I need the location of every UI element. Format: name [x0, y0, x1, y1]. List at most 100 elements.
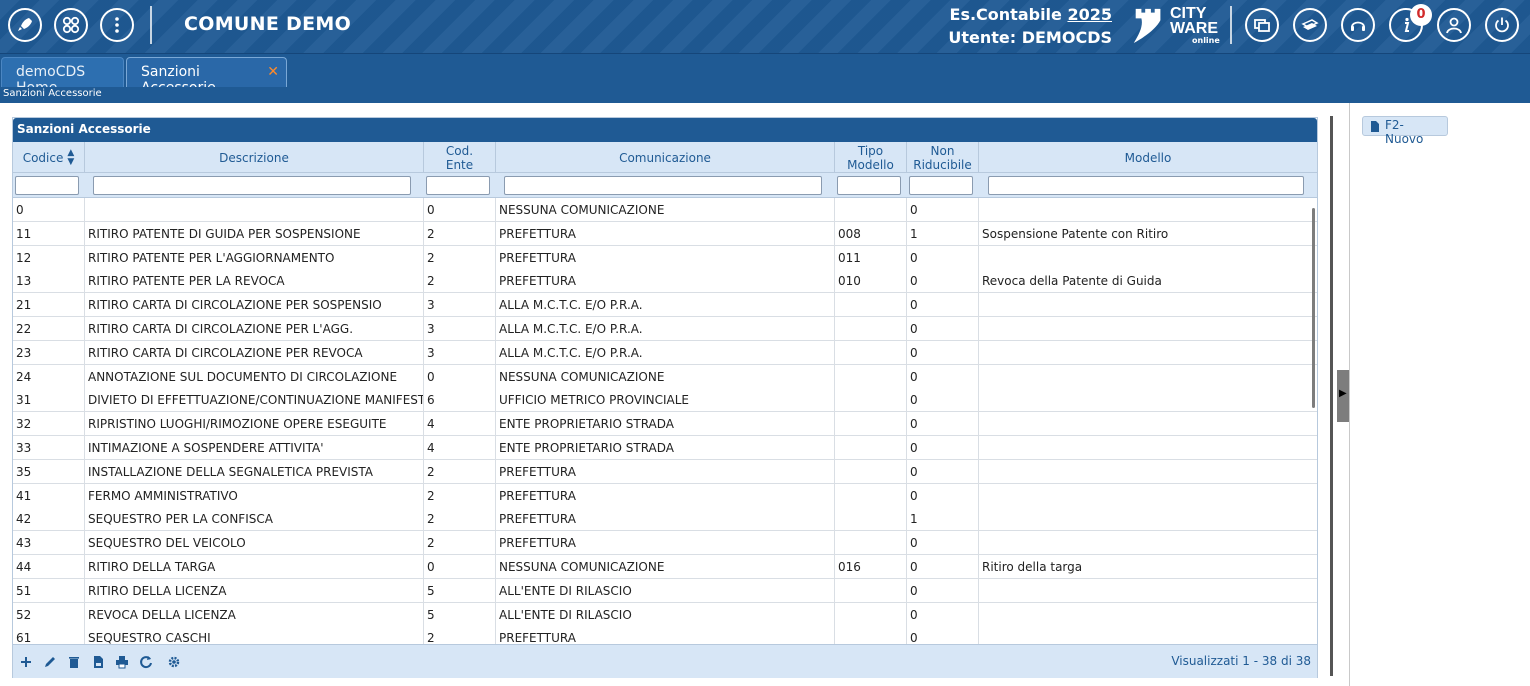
cell-comunicazione: PREFETTURA [496, 626, 835, 644]
cell-non-riducibile: 0 [907, 245, 979, 270]
column-header-cod-ente[interactable]: Cod. Ente [424, 142, 496, 173]
table-row[interactable]: 35 INSTALLAZIONE DELLA SEGNALETICA PREVIS… [13, 459, 1317, 484]
cell-tipo-modello [835, 293, 907, 318]
column-label: Modello [1124, 150, 1172, 165]
cell-non-riducibile: 0 [907, 436, 979, 460]
table-row[interactable]: 23 RITIRO CARTA DI CIRCOLAZIONE PER REVOC… [13, 340, 1317, 365]
grid-body: 0 0 NESSUNA COMUNICAZIONE 0 11 RITIRO PATENTE… [13, 198, 1317, 644]
cell-comunicazione: ALLA M.C.T.C. E/O P.R.A. [496, 340, 835, 365]
column-header-modello[interactable]: Modello [979, 142, 1317, 173]
table-row[interactable]: 33 INTIMAZIONE A SOSPENDERE ATTIVITA' 4 ENT… [13, 436, 1317, 460]
cell-tipo-modello [835, 388, 907, 413]
column-header-tipo-modello[interactable]: Tipo Modello [835, 142, 907, 173]
windows-icon[interactable] [1245, 8, 1279, 42]
es-year-link[interactable]: 2025 [1067, 5, 1112, 24]
new-button[interactable]: F2-Nuovo [1362, 116, 1448, 146]
cell-descrizione: RIPRISTINO LUOGHI/RIMOZIONE OPERE ESEGUI… [85, 412, 424, 437]
table-row[interactable]: 52 REVOCA DELLA LICENZA 5 ALL'ENTE DI RILAS… [13, 602, 1317, 627]
edit-icon[interactable] [43, 654, 59, 670]
table-row[interactable]: 0 0 NESSUNA COMUNICAZIONE 0 [13, 198, 1317, 222]
tab-sanzioni-accessorie[interactable]: Sanzioni Accessorie ✕ [126, 57, 287, 96]
app-title: COMUNE DEMO [184, 13, 352, 35]
column-header-codice[interactable]: Codice ▲ ▼ [13, 142, 85, 173]
cell-non-riducibile: 1 [907, 507, 979, 532]
cell-comunicazione: ALL'ENTE DI RILASCIO [496, 578, 835, 603]
cell-non-riducibile: 0 [907, 198, 979, 222]
column-header-descrizione[interactable]: Descrizione [85, 142, 424, 173]
table-row[interactable]: 22 RITIRO CARTA DI CIRCOLAZIONE PER L'AGG… [13, 317, 1317, 341]
cell-descrizione: INSTALLAZIONE DELLA SEGNALETICA PREVISTA [85, 459, 424, 484]
column-label-2: Ente [445, 157, 474, 172]
main-scrollbar[interactable] [1330, 116, 1333, 676]
user-profile-icon[interactable] [1437, 8, 1471, 42]
table-row[interactable]: 31 DIVIETO DI EFFETTUAZIONE/CONTINUAZIONE… [13, 388, 1317, 413]
column-label: Cod. [445, 143, 474, 158]
cell-codice: 51 [13, 578, 85, 603]
cell-non-riducibile: 0 [907, 555, 979, 579]
cell-modello: Sospensione Patente con Ritiro [982, 226, 1169, 241]
filter-tipo-modello-input[interactable] [837, 176, 901, 195]
logo-line-2: WARE [1170, 20, 1218, 37]
table-row[interactable]: 21 RITIRO CARTA DI CIRCOLAZIONE PER SOSPE… [13, 293, 1317, 318]
tab-democds-home[interactable]: demoCDS Home [1, 57, 124, 96]
refresh-icon[interactable] [139, 654, 155, 670]
table-row[interactable]: 24 ANNOTAZIONE SUL DOCUMENTO DI CIRCOLAZI… [13, 364, 1317, 389]
filter-codice-input[interactable] [15, 176, 79, 195]
table-row[interactable]: 51 RITIRO DELLA LICENZA 5 ALL'ENTE DI RILAS… [13, 578, 1317, 603]
user-label: Utente: DEMOCDS [948, 28, 1112, 47]
print-icon[interactable] [115, 654, 131, 670]
top-header: COMUNE DEMO Es.Contabile 2025 Utente: DE… [0, 0, 1530, 53]
cell-non-riducibile: 0 [907, 293, 979, 318]
books-icon[interactable] [1293, 8, 1327, 42]
apps-grid-icon[interactable] [54, 8, 88, 42]
cell-codice: 44 [13, 555, 85, 579]
export-file-icon[interactable] [91, 654, 107, 670]
cell-tipo-modello: 011 [835, 245, 907, 270]
filter-comunicazione-input[interactable] [504, 176, 822, 195]
table-row[interactable]: 12 RITIRO PATENTE PER L'AGGIORNAMENTO 2 PRE… [13, 245, 1317, 270]
cell-cod-ente: 5 [424, 578, 496, 603]
cell-cod-ente: 2 [424, 245, 496, 270]
table-row[interactable]: 42 SEQUESTRO PER LA CONFISCA 2 PREFETTURA 1 [13, 507, 1317, 532]
cell-descrizione: SEQUESTRO PER LA CONFISCA [85, 507, 424, 532]
gear-icon[interactable] [167, 654, 183, 670]
rocket-icon[interactable] [8, 8, 42, 42]
table-row[interactable]: 41 FERMO AMMINISTRATIVO 2 PREFETTURA 0 [13, 483, 1317, 508]
breadcrumb: Sanzioni Accessorie [0, 87, 1530, 103]
add-icon[interactable] [19, 654, 35, 670]
more-vertical-icon[interactable] [100, 8, 134, 42]
cell-non-riducibile: 1 [907, 221, 979, 246]
table-row[interactable]: 44 RITIRO DELLA TARGA 0 NESSUNA COMUNICAZIO… [13, 555, 1317, 579]
filter-modello-input[interactable] [988, 176, 1304, 195]
column-header-comunicazione[interactable]: Comunicazione [496, 142, 835, 173]
column-header-non-riducibile[interactable]: Non Riducibile [907, 142, 979, 173]
cell-tipo-modello: 010 [835, 269, 907, 294]
cell-comunicazione: ALLA M.C.T.C. E/O P.R.A. [496, 317, 835, 341]
column-label-2: Riducibile [913, 157, 972, 172]
grid-scrollbar[interactable] [1312, 208, 1315, 408]
table-row[interactable]: 32 RIPRISTINO LUOGHI/RIMOZIONE OPERE ESEG… [13, 412, 1317, 437]
cell-codice: 33 [13, 436, 85, 460]
close-icon[interactable]: ✕ [267, 64, 279, 80]
cell-descrizione [85, 198, 424, 222]
power-icon[interactable] [1485, 8, 1519, 42]
filter-descrizione-input[interactable] [93, 176, 411, 195]
cell-codice: 52 [13, 602, 85, 627]
table-row[interactable]: 61 SEQUESTRO CASCHI 2 PREFETTURA 0 [13, 626, 1317, 644]
table-row[interactable]: 11 RITIRO PATENTE DI GUIDA PER SOSPENSION… [13, 221, 1317, 246]
cell-non-riducibile: 0 [907, 626, 979, 644]
cell-descrizione: RITIRO CARTA DI CIRCOLAZIONE PER L'AGG. [85, 317, 424, 341]
cell-modello [979, 293, 1317, 317]
table-row[interactable]: 43 SEQUESTRO DEL VEICOLO 2 PREFETTURA 0 [13, 531, 1317, 556]
table-row[interactable]: 13 RITIRO PATENTE PER LA REVOCA 2 PREFETTUR… [13, 269, 1317, 294]
cell-codice: 21 [13, 293, 85, 318]
filter-cod-ente-input[interactable] [426, 176, 490, 195]
cell-cod-ente: 2 [424, 221, 496, 246]
cell-comunicazione: ALL'ENTE DI RILASCIO [496, 602, 835, 627]
cell-cod-ente: 2 [424, 507, 496, 532]
panel-collapse-handle[interactable]: ▶ [1337, 370, 1349, 422]
filter-non-riducibile-input[interactable] [909, 176, 973, 195]
headset-icon[interactable] [1341, 8, 1375, 42]
grid-footer: Visualizzati 1 - 38 di 38 [13, 644, 1317, 678]
trash-icon[interactable] [67, 654, 83, 670]
